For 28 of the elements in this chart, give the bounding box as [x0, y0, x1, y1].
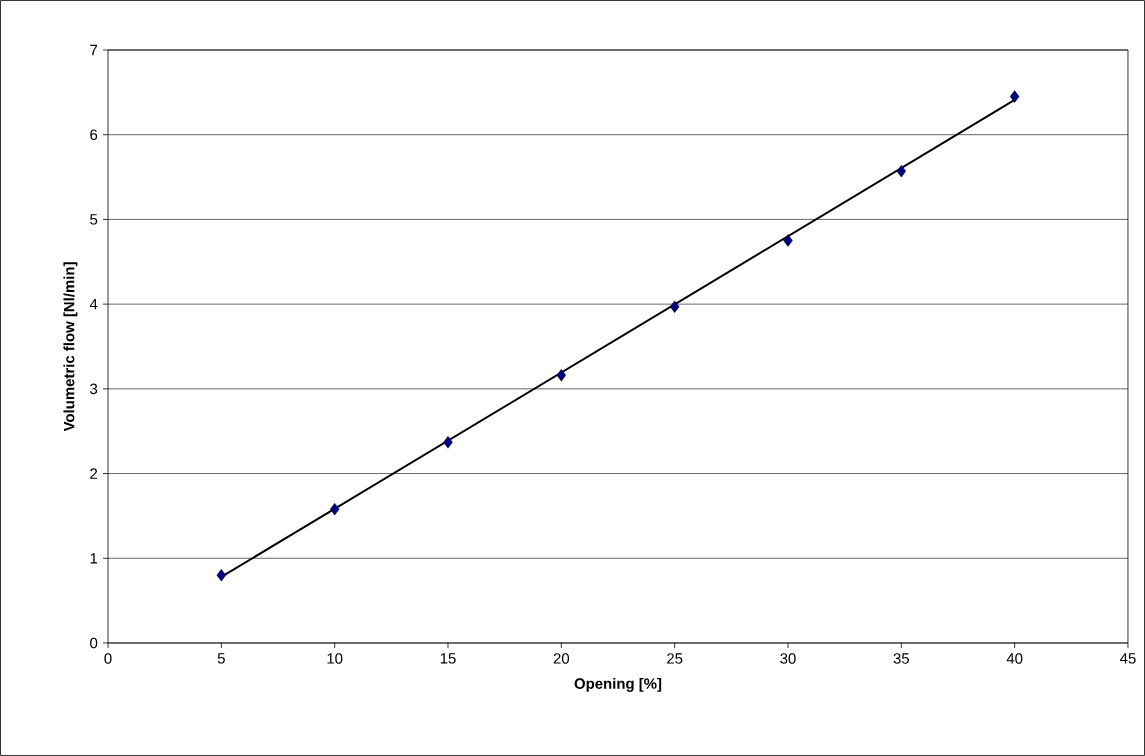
x-tick-label: 20	[553, 653, 570, 664]
x-tick-label: 30	[780, 653, 796, 664]
x-tick-label: 25	[667, 653, 683, 664]
x-tick-label: 35	[893, 653, 909, 664]
point	[216, 569, 227, 582]
y-tick-label: 5	[90, 214, 98, 225]
x-tick-label: 40	[1006, 653, 1023, 664]
x-axis-title: Opening [%]	[574, 677, 662, 692]
y-axis-title: Volumetric flow [Nl/min]	[63, 262, 78, 432]
y-tick-label: 4	[89, 298, 98, 310]
x-tick-label: 0	[104, 653, 112, 664]
x-tick-label: 5	[217, 653, 225, 664]
y-tick-label: 2	[90, 468, 98, 479]
point	[329, 502, 340, 516]
y-tick-label: 1	[90, 553, 98, 564]
point	[1009, 90, 1020, 103]
point	[443, 436, 453, 449]
x-tick-label: 45	[1120, 653, 1136, 664]
point	[556, 369, 567, 382]
point	[669, 300, 680, 313]
y-tick-label: 0	[90, 637, 98, 649]
y-tick-label: 6	[90, 129, 98, 140]
point	[783, 234, 793, 247]
point	[896, 164, 907, 178]
y-tick-label: 3	[90, 383, 98, 395]
x-tick-label: 15	[440, 653, 456, 664]
x-tick-label: 10	[327, 653, 343, 664]
y-tick-label: 7	[90, 44, 98, 56]
